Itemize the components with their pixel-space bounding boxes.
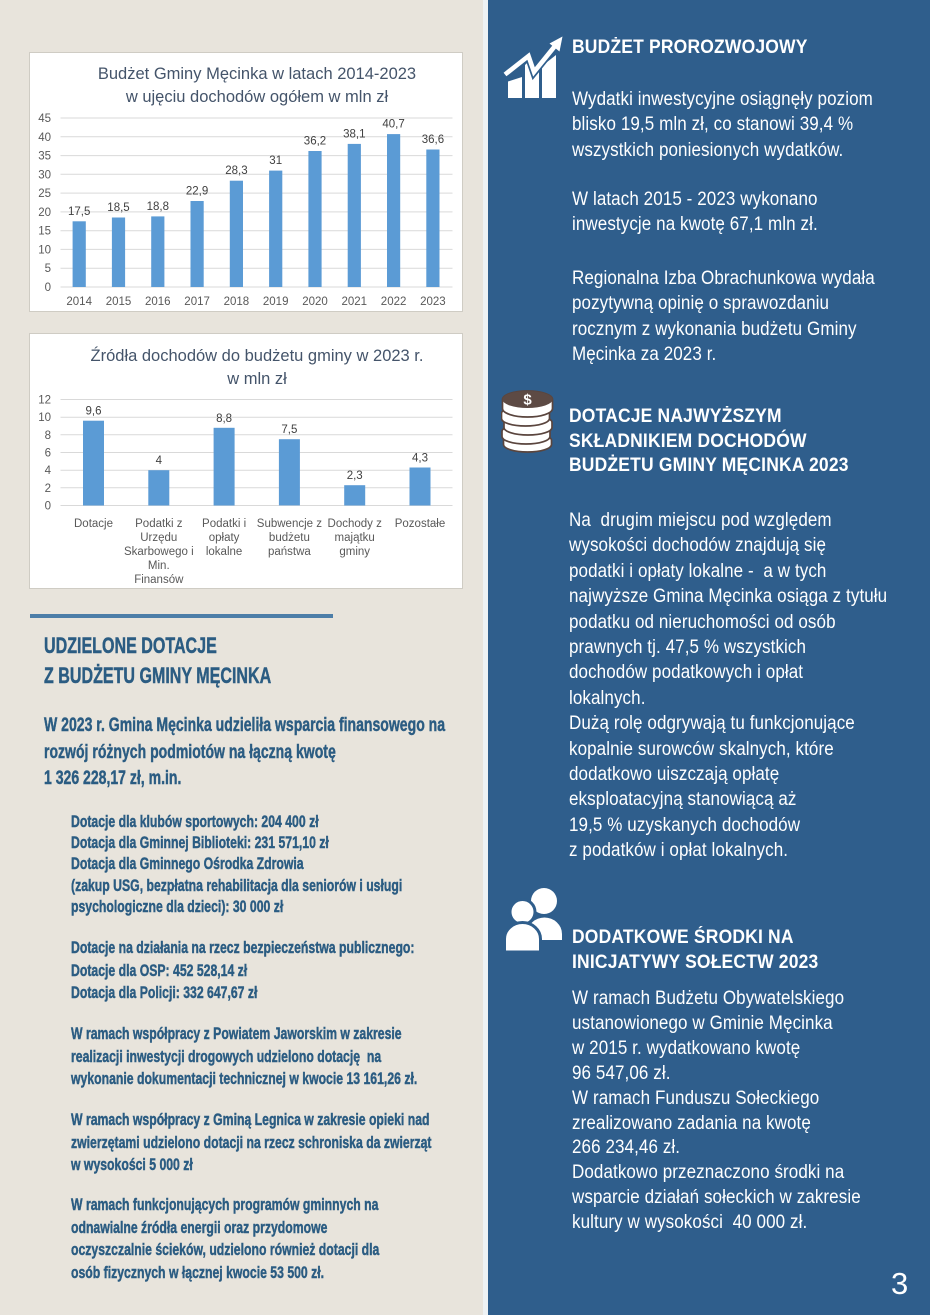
svg-text:20: 20 bbox=[38, 207, 51, 219]
svg-text:10: 10 bbox=[38, 412, 51, 424]
svg-text:gminy: gminy bbox=[339, 546, 370, 558]
svg-text:w mln zł: w mln zł bbox=[226, 370, 287, 388]
svg-text:opłaty: opłaty bbox=[209, 532, 240, 544]
svg-text:2018: 2018 bbox=[224, 296, 250, 308]
svg-text:Finansów: Finansów bbox=[134, 574, 184, 586]
svg-text:45: 45 bbox=[38, 113, 51, 125]
svg-text:Podatki i: Podatki i bbox=[202, 518, 246, 530]
svg-text:budżetu: budżetu bbox=[269, 532, 310, 544]
svg-text:8,8: 8,8 bbox=[216, 413, 232, 425]
svg-text:2020: 2020 bbox=[302, 296, 328, 308]
svg-text:Dotacje: Dotacje bbox=[74, 518, 113, 530]
svg-text:4,3: 4,3 bbox=[412, 453, 428, 465]
svg-text:2021: 2021 bbox=[342, 296, 368, 308]
svg-text:30: 30 bbox=[38, 169, 51, 181]
svg-text:2022: 2022 bbox=[381, 296, 407, 308]
svg-text:2: 2 bbox=[45, 483, 51, 495]
svg-text:5: 5 bbox=[45, 263, 51, 275]
svg-text:2019: 2019 bbox=[263, 296, 289, 308]
svg-text:majątku: majątku bbox=[335, 532, 375, 544]
svg-text:w ujęciu dochodów ogółem w mln: w ujęciu dochodów ogółem w mln zł bbox=[125, 88, 389, 106]
svg-text:2023: 2023 bbox=[420, 296, 446, 308]
svg-text:15: 15 bbox=[38, 226, 51, 238]
svg-text:31: 31 bbox=[269, 155, 282, 167]
svg-text:Budżet Gminy Męcinka w latach: Budżet Gminy Męcinka w latach 2014-2023 bbox=[98, 65, 416, 83]
svg-text:36,6: 36,6 bbox=[422, 134, 444, 146]
svg-text:36,2: 36,2 bbox=[304, 136, 326, 148]
svg-text:28,3: 28,3 bbox=[225, 165, 247, 177]
svg-text:Subwencje z: Subwencje z bbox=[257, 518, 322, 530]
svg-text:państwa: państwa bbox=[268, 546, 311, 558]
svg-text:Min.: Min. bbox=[148, 560, 170, 572]
svg-text:lokalne: lokalne bbox=[206, 546, 242, 558]
svg-text:12: 12 bbox=[38, 395, 51, 407]
svg-text:0: 0 bbox=[45, 282, 51, 294]
svg-text:9,6: 9,6 bbox=[86, 406, 102, 418]
svg-text:Dochody z: Dochody z bbox=[328, 518, 383, 530]
svg-text:8: 8 bbox=[45, 430, 51, 442]
svg-text:Pozostałe: Pozostałe bbox=[395, 518, 446, 530]
svg-text:2014: 2014 bbox=[66, 296, 92, 308]
svg-text:Podatki z: Podatki z bbox=[135, 518, 183, 530]
svg-text:22,9: 22,9 bbox=[186, 186, 208, 198]
svg-text:Skarbowego i: Skarbowego i bbox=[124, 546, 194, 558]
svg-text:35: 35 bbox=[38, 151, 51, 163]
svg-text:2017: 2017 bbox=[184, 296, 210, 308]
svg-text:4: 4 bbox=[156, 455, 163, 467]
svg-text:Źródła dochodów do budżetu gmi: Źródła dochodów do budżetu gminy w 2023 … bbox=[91, 346, 424, 365]
svg-text:0: 0 bbox=[45, 501, 51, 513]
svg-text:18,8: 18,8 bbox=[147, 201, 169, 213]
svg-text:25: 25 bbox=[38, 188, 51, 200]
svg-text:18,5: 18,5 bbox=[107, 202, 129, 214]
svg-text:4: 4 bbox=[45, 465, 52, 477]
svg-text:40,7: 40,7 bbox=[382, 119, 404, 131]
svg-text:2015: 2015 bbox=[106, 296, 132, 308]
svg-text:40: 40 bbox=[38, 132, 51, 144]
svg-text:10: 10 bbox=[38, 244, 51, 256]
svg-text:7,5: 7,5 bbox=[281, 424, 297, 436]
svg-text:$: $ bbox=[523, 392, 532, 409]
svg-text:2016: 2016 bbox=[145, 296, 171, 308]
svg-text:38,1: 38,1 bbox=[343, 128, 365, 140]
svg-text:2,3: 2,3 bbox=[347, 470, 363, 482]
svg-text:6: 6 bbox=[45, 448, 51, 460]
svg-text:17,5: 17,5 bbox=[68, 206, 90, 218]
svg-text:Urzędu: Urzędu bbox=[140, 532, 177, 544]
